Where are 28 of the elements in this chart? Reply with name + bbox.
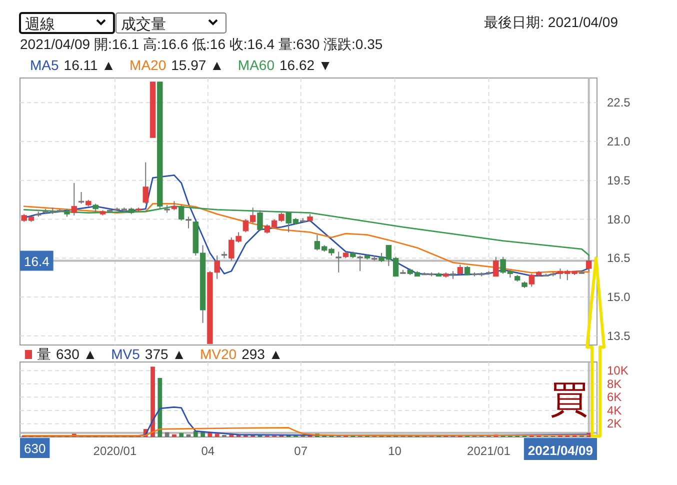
x-tick-label: 2020/01: [93, 444, 137, 458]
y-tick-label: 19.5: [607, 173, 631, 188]
y-tick-label: 16.5: [607, 251, 631, 266]
y-tick-label: 8K: [607, 376, 622, 391]
x-tick-label: 10: [388, 444, 402, 458]
annotation: 買: [550, 379, 588, 421]
y-tick-label: 13.5: [607, 328, 631, 343]
ref-line-label: 2021/04/09: [528, 443, 593, 458]
text: 成交量: [121, 16, 166, 33]
y-tick-label: 18.0: [607, 212, 631, 226]
y-tick-label: 4K: [607, 403, 622, 418]
y-tick-label: 21.0: [607, 134, 631, 149]
x-tick-label: 2021/01: [467, 444, 511, 458]
ref-line-label: 630: [24, 441, 46, 456]
y-tick-label: 6K: [607, 390, 622, 404]
legend-label: 量: [37, 346, 51, 362]
ref-line-label: 16.4: [24, 254, 50, 269]
x-tick-label: 04: [201, 444, 215, 458]
y-tick-label: 2K: [607, 416, 622, 431]
y-tick-label: 22.5: [607, 96, 631, 110]
text: 最後日期: 2021/04/09: [484, 14, 618, 30]
y-tick-label: 10K: [607, 364, 628, 378]
text: 週線: [25, 16, 55, 33]
legend: MA5 16.11 ▲ MA20 15.97 ▲ MA60 16.62 ▼: [30, 57, 332, 73]
chart-subtitle: 2021/04/09 開:16.1 高:16.6 低:16 收:16.4 量:630 漲跌:0.35: [20, 36, 383, 52]
legend: 量 630 ▲ MV5 375 ▲ MV20 293 ▲: [25, 346, 283, 362]
x-tick-label: 07: [294, 444, 308, 458]
y-tick-label: 15.0: [607, 290, 631, 304]
